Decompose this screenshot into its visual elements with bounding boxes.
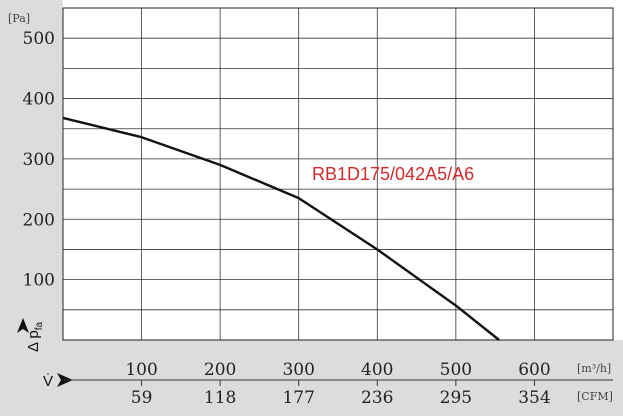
y-axis-subscript: fa bbox=[34, 322, 45, 331]
x-tick-label-primary: 300 bbox=[282, 360, 314, 380]
y-axis-arrow-icon bbox=[17, 318, 29, 333]
x-tick-label-secondary: 354 bbox=[518, 388, 550, 408]
series-label: RB1D175/042A5/A6 bbox=[312, 164, 474, 184]
x-tick-label-secondary: 118 bbox=[204, 388, 236, 408]
x-tick-label-secondary: 59 bbox=[131, 388, 153, 408]
bottom-axis-band bbox=[0, 340, 623, 416]
x-axis-unit-primary: [m³/h] bbox=[577, 362, 611, 375]
y-axis-unit: [Pa] bbox=[8, 12, 30, 25]
y-tick-label: 500 bbox=[23, 29, 55, 49]
plot-area bbox=[63, 8, 613, 340]
x-tick-labels: 100 59 200 118 300 177 400 236 500 295 600 354 bbox=[125, 360, 550, 408]
y-tick-labels: 500 400 300 200 100 bbox=[23, 29, 55, 290]
x-tick-label-secondary: 236 bbox=[361, 388, 393, 408]
x-tick-label-secondary: 177 bbox=[282, 388, 314, 408]
x-axis-symbol: V̇ bbox=[43, 373, 53, 390]
x-tick-label-primary: 400 bbox=[361, 360, 393, 380]
y-tick-label: 100 bbox=[23, 271, 55, 291]
y-tick-label: 200 bbox=[23, 210, 55, 230]
grid bbox=[63, 8, 613, 340]
svg-text:Δ pfa: Δ pfa bbox=[25, 322, 45, 352]
x-tick-label-secondary: 295 bbox=[440, 388, 472, 408]
x-tick-label-primary: 200 bbox=[204, 360, 236, 380]
y-tick-label: 300 bbox=[23, 150, 55, 170]
y-tick-label: 400 bbox=[23, 90, 55, 110]
y-axis-title: Δ pfa bbox=[25, 322, 45, 352]
plot-border bbox=[62, 7, 614, 341]
x-tick-label-primary: 500 bbox=[440, 360, 472, 380]
x-tick-label-primary: 600 bbox=[518, 360, 550, 380]
series-line bbox=[62, 116, 500, 341]
x-axis-unit-secondary: [CFM] bbox=[577, 390, 613, 403]
x-tick-label-primary: 100 bbox=[125, 360, 157, 380]
y-axis-symbol: Δ p bbox=[25, 330, 42, 352]
series-layer bbox=[62, 116, 500, 341]
